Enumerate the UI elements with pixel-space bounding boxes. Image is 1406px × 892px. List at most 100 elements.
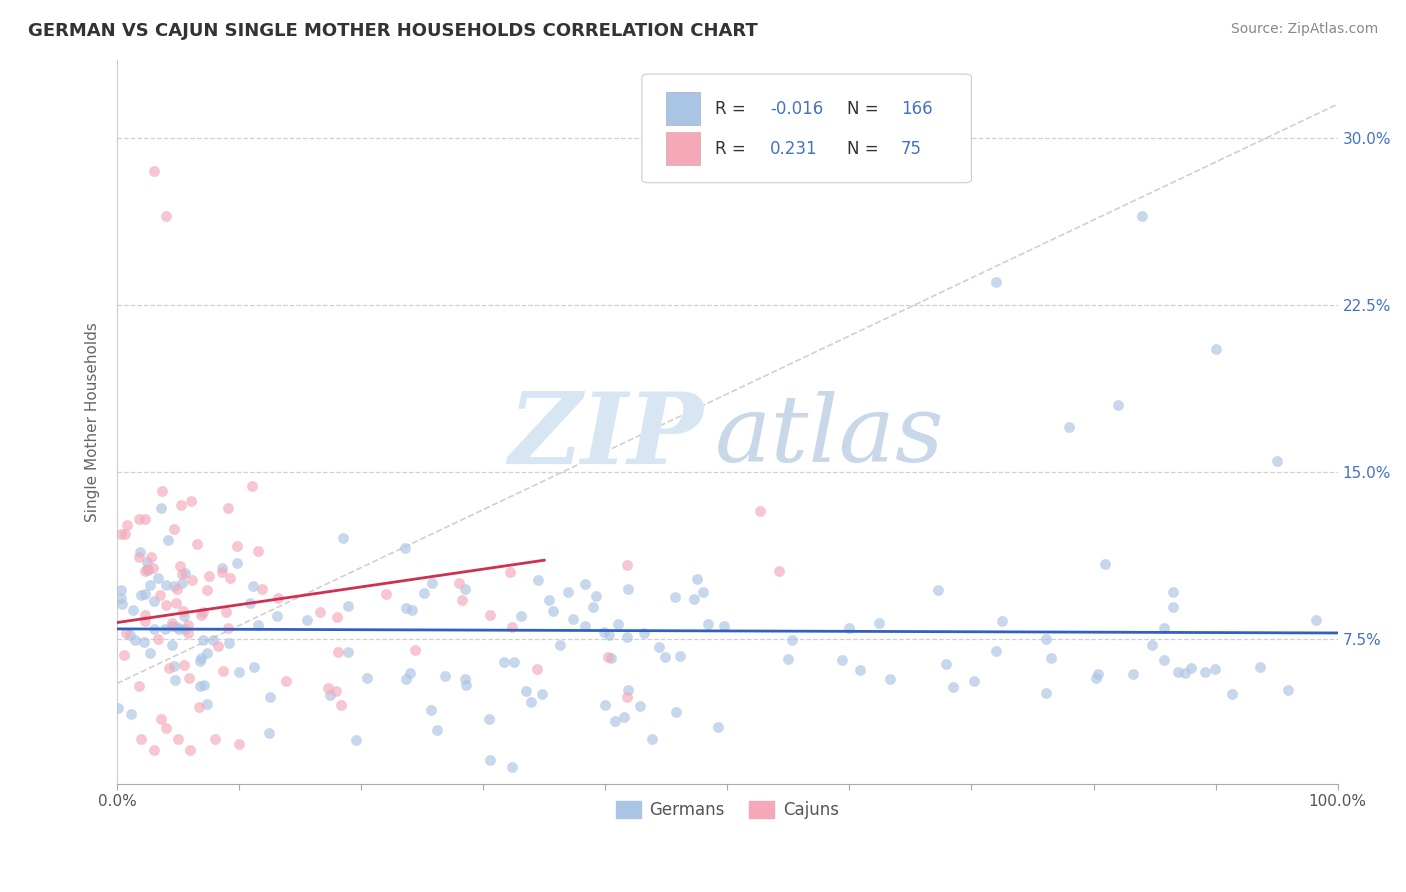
Point (131, 588, 153, 602)
Point (664, 591, 686, 605)
Text: ZIP: ZIP (508, 388, 703, 484)
Point (134, 564, 156, 578)
Point (1140, 638, 1163, 652)
Point (195, 646, 218, 660)
Point (115, 626, 138, 640)
Point (768, 564, 790, 578)
Point (148, 571, 170, 585)
Point (169, 559, 191, 574)
Point (179, 743, 201, 757)
Point (526, 573, 548, 587)
Point (226, 539, 249, 553)
Point (191, 605, 214, 619)
Point (1204, 662, 1226, 676)
Point (274, 674, 297, 689)
Point (1040, 650, 1063, 665)
Point (197, 568, 219, 582)
Point (519, 695, 541, 709)
Point (1122, 666, 1144, 681)
Point (450, 593, 472, 607)
FancyBboxPatch shape (643, 74, 972, 183)
Point (267, 591, 290, 606)
Point (122, 603, 145, 617)
Point (155, 598, 177, 612)
Point (143, 622, 166, 636)
Point (1153, 653, 1175, 667)
Point (613, 709, 636, 723)
Point (129, 545, 152, 559)
Point (606, 617, 628, 632)
Point (165, 596, 187, 610)
Point (582, 599, 605, 614)
Point (207, 640, 229, 654)
Point (124, 632, 146, 647)
Point (420, 576, 443, 591)
Point (155, 578, 177, 592)
Point (1130, 209, 1153, 223)
Point (117, 518, 139, 533)
Point (868, 616, 890, 631)
Point (325, 684, 347, 698)
Point (177, 617, 200, 632)
Point (217, 500, 239, 515)
Point (537, 593, 560, 607)
Point (110, 526, 132, 541)
Point (356, 672, 378, 686)
Point (132, 634, 155, 648)
Point (713, 619, 735, 633)
FancyBboxPatch shape (666, 92, 700, 125)
Point (648, 640, 671, 655)
Point (160, 616, 183, 631)
Point (1035, 686, 1057, 700)
Point (228, 665, 250, 679)
Point (332, 531, 354, 545)
Point (399, 666, 422, 681)
Point (665, 706, 688, 720)
Point (150, 483, 173, 498)
Point (150, 501, 173, 516)
Point (492, 656, 515, 670)
Point (186, 537, 208, 551)
Point (190, 651, 212, 665)
Point (1167, 665, 1189, 679)
Point (295, 613, 318, 627)
Text: N =: N = (846, 140, 879, 158)
Point (162, 618, 184, 632)
Point (266, 608, 288, 623)
Point (1180, 661, 1202, 675)
Point (682, 592, 704, 607)
Point (1035, 632, 1057, 646)
Point (180, 494, 202, 508)
Point (259, 690, 281, 704)
Point (654, 649, 676, 664)
Point (697, 617, 720, 632)
Point (120, 707, 142, 722)
Point (226, 556, 249, 570)
Point (191, 632, 214, 647)
Point (155, 721, 177, 735)
Point (142, 593, 165, 607)
Point (1057, 420, 1080, 434)
Point (838, 621, 860, 635)
Point (139, 646, 162, 660)
Text: R =: R = (716, 140, 745, 158)
Point (706, 719, 728, 733)
Point (163, 673, 186, 687)
Point (447, 576, 470, 591)
Point (344, 732, 367, 747)
Point (596, 650, 619, 665)
Point (148, 588, 170, 602)
Point (510, 608, 533, 623)
Point (128, 679, 150, 693)
Point (1094, 558, 1116, 572)
Text: 0.231: 0.231 (770, 140, 818, 158)
Point (242, 579, 264, 593)
Point (849, 664, 872, 678)
Point (139, 577, 162, 591)
Point (155, 209, 177, 223)
Text: 166: 166 (901, 100, 932, 118)
Point (131, 732, 153, 747)
Point (616, 630, 638, 644)
Point (541, 604, 564, 618)
Point (211, 561, 233, 575)
